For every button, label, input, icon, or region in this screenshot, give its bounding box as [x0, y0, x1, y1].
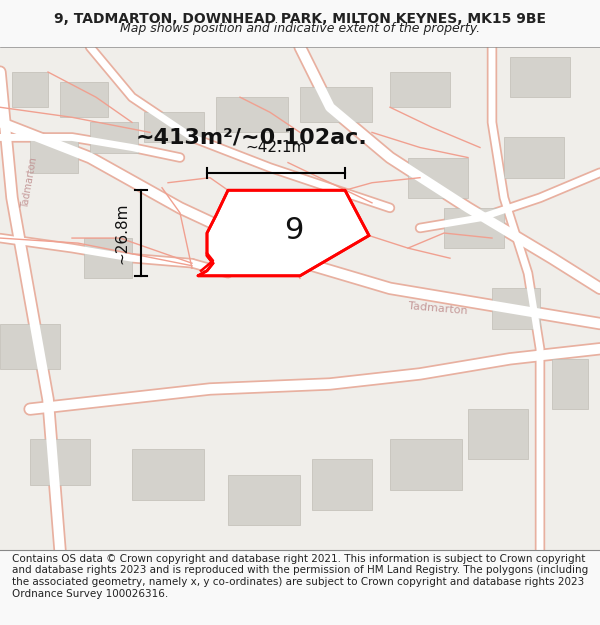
Polygon shape — [0, 324, 60, 369]
Text: ~26.8m: ~26.8m — [114, 202, 129, 264]
Polygon shape — [90, 122, 138, 152]
Polygon shape — [300, 87, 372, 123]
Text: 9, TADMARTON, DOWNHEAD PARK, MILTON KEYNES, MK15 9BE: 9, TADMARTON, DOWNHEAD PARK, MILTON KEYN… — [54, 12, 546, 26]
Polygon shape — [390, 439, 462, 489]
Polygon shape — [312, 459, 372, 510]
Polygon shape — [408, 158, 468, 198]
Polygon shape — [444, 208, 504, 248]
Polygon shape — [228, 474, 300, 525]
Polygon shape — [84, 238, 132, 278]
Text: Tadmarton: Tadmarton — [20, 156, 40, 209]
Text: Tadmarton: Tadmarton — [408, 301, 468, 316]
Polygon shape — [30, 439, 90, 484]
Polygon shape — [552, 359, 588, 409]
Polygon shape — [60, 82, 108, 118]
Polygon shape — [504, 138, 564, 178]
Text: 9: 9 — [284, 216, 304, 245]
Text: ~413m²/~0.102ac.: ~413m²/~0.102ac. — [136, 127, 368, 148]
Polygon shape — [144, 112, 204, 142]
Polygon shape — [132, 449, 204, 500]
Polygon shape — [216, 97, 288, 132]
Text: ~42.1m: ~42.1m — [245, 140, 307, 155]
Text: Tadn: Tadn — [212, 242, 232, 254]
Polygon shape — [12, 72, 48, 107]
Polygon shape — [198, 190, 369, 276]
Polygon shape — [492, 288, 540, 329]
Polygon shape — [390, 72, 450, 107]
Polygon shape — [510, 57, 570, 97]
Polygon shape — [468, 409, 528, 459]
Text: Map shows position and indicative extent of the property.: Map shows position and indicative extent… — [120, 22, 480, 35]
Text: Contains OS data © Crown copyright and database right 2021. This information is : Contains OS data © Crown copyright and d… — [12, 554, 588, 599]
Polygon shape — [30, 138, 78, 172]
